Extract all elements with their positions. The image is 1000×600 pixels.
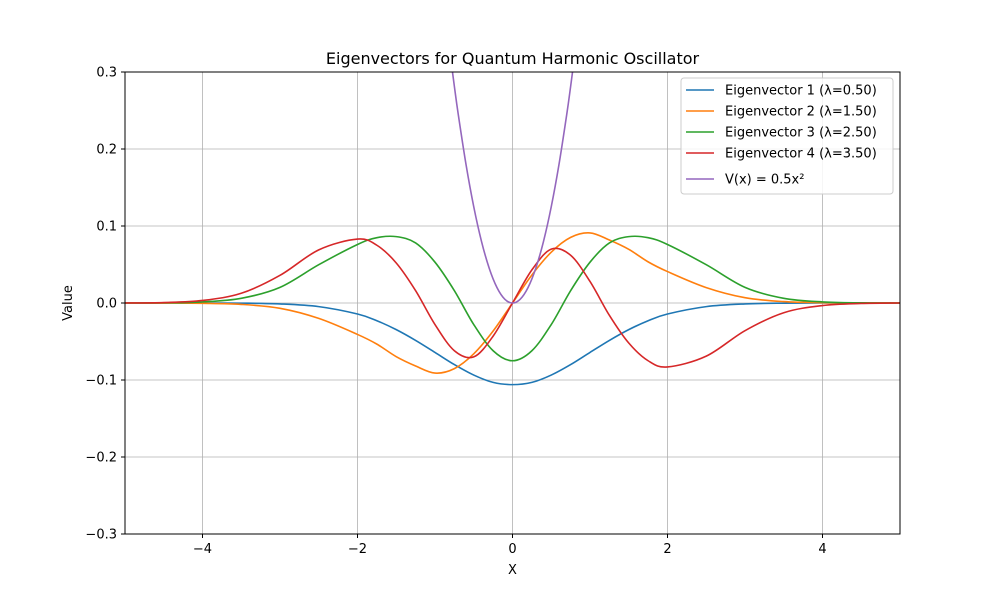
legend-label: V(x) = 0.5x²	[725, 173, 804, 188]
series-line-1	[125, 302, 900, 386]
y-axis-label: Value	[61, 285, 76, 321]
series-layer	[125, 72, 900, 386]
legend-label: Eigenvector 1 (λ=0.50)	[725, 84, 877, 99]
x-axis-label: X	[508, 563, 517, 578]
y-axis: −0.3 −0.2 −0.1 0.0 0.1 0.2 0.3	[85, 66, 125, 543]
y-tick-label: −0.2	[85, 451, 117, 466]
legend-label: Eigenvector 4 (λ=3.50)	[725, 147, 877, 162]
x-tick-label: −4	[193, 542, 212, 557]
legend: Eigenvector 1 (λ=0.50) Eigenvector 2 (λ=1…	[680, 77, 894, 195]
x-tick-label: −2	[348, 542, 367, 557]
y-tick-label: 0.0	[96, 297, 117, 312]
y-tick-label: −0.1	[85, 374, 117, 389]
legend-label: Eigenvector 2 (λ=1.50)	[725, 105, 877, 120]
x-tick-label: 4	[818, 542, 826, 557]
series-line-5	[451, 72, 574, 304]
legend-label: Eigenvector 3 (λ=2.50)	[725, 126, 877, 141]
y-tick-label: 0.1	[96, 220, 117, 235]
y-tick-label: 0.3	[96, 66, 117, 81]
y-tick-label: −0.3	[85, 528, 117, 543]
legend-box	[680, 77, 894, 195]
series-line-3	[125, 235, 900, 362]
x-axis: −4 −2 0 2 4	[193, 534, 827, 557]
x-tick-label: 2	[663, 542, 671, 557]
chart-title: Eigenvectors for Quantum Harmonic Oscill…	[326, 49, 700, 68]
x-tick-label: 0	[508, 542, 516, 557]
y-tick-label: 0.2	[96, 143, 117, 158]
